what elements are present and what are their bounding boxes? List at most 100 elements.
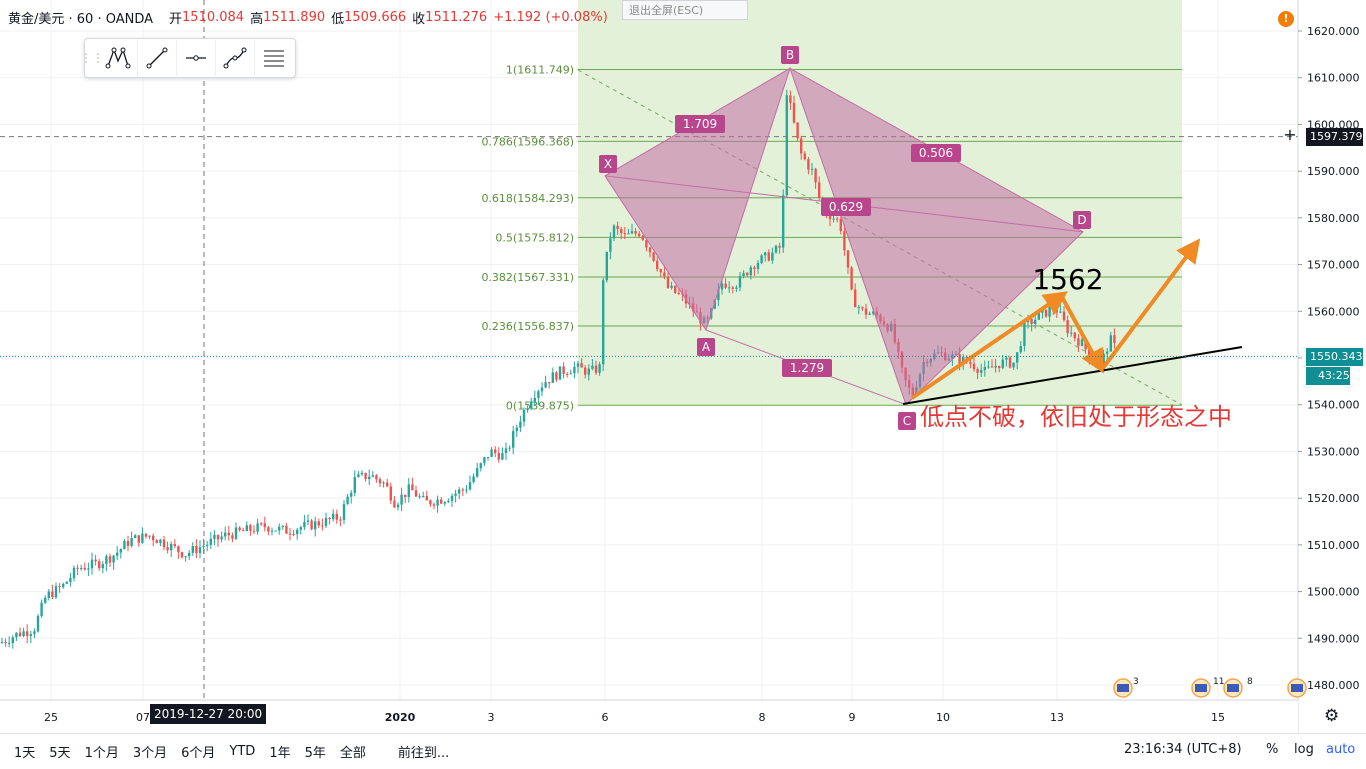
trend-arrow-2 [1101,238,1201,370]
range-1y[interactable]: 1年 [269,746,291,761]
candle-body [501,453,504,460]
candle-body [843,231,846,251]
trendline-icon[interactable] [138,40,177,76]
point-x-label: X [604,157,612,171]
low-value: 1509.666 [344,9,407,25]
candle-body [749,267,752,276]
price-tick-label-6: 1540.000 [1307,399,1360,412]
candle-body [159,539,162,544]
point-c-label: C [903,414,911,428]
candle-body [1019,346,1022,353]
candle-body [674,285,677,293]
candle-body [1005,357,1008,360]
ratio-bd-label-bg [911,144,961,162]
candle-body [148,535,151,537]
candle-body [224,532,227,537]
candle-body [782,195,785,248]
clock-display[interactable]: 23:16:34 (UTC+8) [1124,742,1242,757]
range-6m[interactable]: 6个月 [181,746,216,761]
candle-body [400,494,403,505]
symbol-name[interactable]: 黄金/美元 · 60 · OANDA [8,11,154,27]
fib-icon[interactable] [255,40,293,76]
auto-scale-toggle[interactable]: auto [1326,742,1356,757]
candle-body [324,517,328,526]
candle-body [728,287,731,289]
candle-body [1030,318,1033,324]
price-tick-label-10: 1580.000 [1307,212,1360,225]
candle-body [584,367,587,375]
candle-body [177,546,180,553]
range-ytd[interactable]: YTD [229,744,256,759]
ratio-ac-label-bg [782,359,832,377]
candle-body [414,490,418,497]
point-a-label-bg [697,338,715,356]
candle-body [173,543,176,547]
range-1m[interactable]: 1个月 [84,746,119,761]
candle-body [818,182,821,198]
candle-body [54,586,58,598]
price-tick-label-11: 1590.000 [1307,165,1360,178]
drag-handle-icon[interactable]: ⋮⋮ [80,51,104,65]
candle-body [40,602,43,617]
candle-body [440,499,443,504]
economic-event-flag-inner-1 [1195,684,1207,692]
curve-icon[interactable] [216,40,255,76]
range-5y[interactable]: 5年 [304,746,326,761]
exit-fullscreen-button[interactable]: 退出全屏(ESC) [622,0,748,20]
time-tick-label-4: 6 [602,711,609,724]
candle-body [411,484,414,491]
candle-body [713,300,716,309]
candle-body [170,543,173,551]
candle-body [8,642,11,644]
ratio-xb-label: 1.709 [683,117,717,131]
candle-body [443,502,446,504]
candle-body [58,586,61,588]
candle-body [969,362,972,364]
range-all[interactable]: 全部 [339,746,366,761]
price-chart[interactable]: 1(1611.749) 0.786(1596.368) 0.618(1584.293… [0,0,1366,733]
candle-body [742,272,745,277]
candle-body [450,495,454,501]
candle-body [105,556,108,565]
candle-body [720,283,724,290]
candle-body [627,233,630,235]
range-1d[interactable]: 1天 [14,746,36,761]
candle-body [260,523,263,525]
candle-body [242,530,245,532]
candle-body [335,513,338,520]
candle-body [281,525,284,527]
candle-body [198,547,202,554]
candle-body [1016,352,1019,363]
candle-body [328,517,331,520]
candle-body [796,122,799,139]
range-5d[interactable]: 5天 [49,746,71,761]
candle-body [1080,339,1084,346]
range-3m[interactable]: 3个月 [132,746,168,761]
settings-gear-icon[interactable]: ⚙ [1324,706,1340,726]
candle-body [108,556,112,563]
candle-body [162,539,166,548]
pattern-icon[interactable] [99,40,138,76]
candle-body [468,482,472,490]
fib-level-label-0: 1(1611.749) [506,64,574,77]
bottom-toolbar: 1天 5天 1个月 3个月 6个月 YTD 1年 5年 全部 前往到... 23… [0,733,1366,769]
candle-body [972,363,976,370]
fib-level-label-2: 0.618(1584.293) [481,192,574,205]
candle-body [677,292,680,294]
horizontal-ray-icon[interactable] [177,40,216,76]
time-tick-label-7: 10 [936,711,950,724]
candle-body [238,527,241,531]
candle-body [418,496,421,498]
goto-date-button[interactable]: 前往到... [397,746,450,761]
candle-body [346,496,349,505]
candle-body [33,631,36,635]
candle-body [828,214,832,220]
candle-body [130,538,133,546]
candle-body [857,307,860,309]
alert-icon[interactable]: ! [1278,11,1294,27]
percent-scale-toggle[interactable]: % [1266,742,1279,757]
log-scale-toggle[interactable]: log [1294,742,1314,757]
candle-body [436,499,439,506]
candle-body [540,387,544,392]
candle-body [620,228,623,234]
